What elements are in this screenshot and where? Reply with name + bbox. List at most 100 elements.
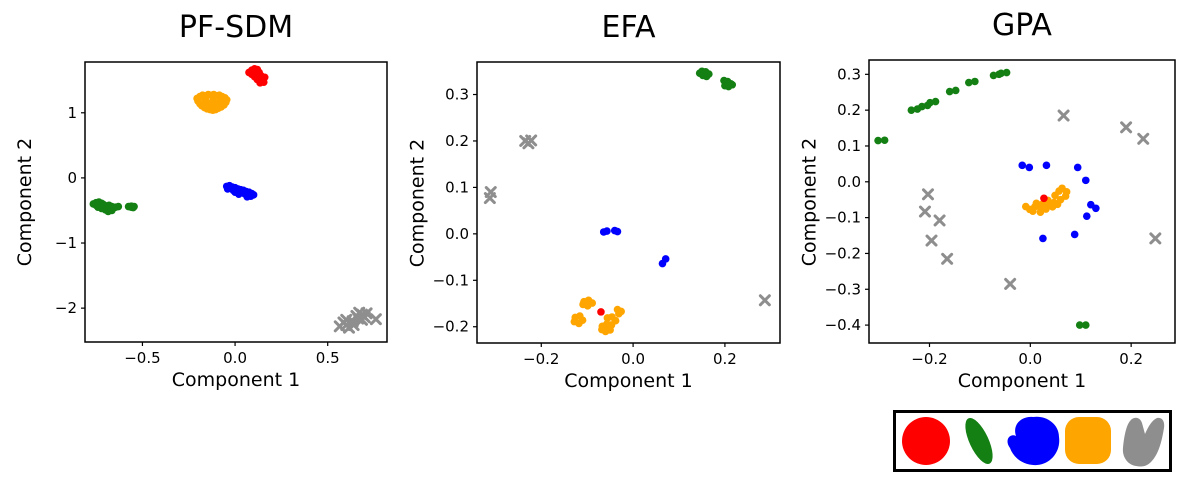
- data-point-gray-vshape: [522, 137, 535, 150]
- x-tick-label: 0.0: [223, 349, 247, 367]
- data-point-blue-blob: [603, 227, 611, 235]
- y-tick-label: 0.1: [445, 178, 469, 196]
- data-point-gray-vshape: [925, 234, 938, 247]
- legend-gray-vshape-icon: [1122, 417, 1165, 467]
- data-point-red-circle: [1040, 194, 1048, 203]
- data-point-orange-square: [1032, 199, 1041, 208]
- data-point-orange-square: [216, 95, 225, 104]
- data-point-green-bean: [1002, 68, 1011, 77]
- data-point-green-bean: [129, 203, 137, 212]
- x-tick-label: 0.2: [1119, 350, 1143, 368]
- x-tick-label: 0.0: [621, 350, 645, 368]
- data-point-green-bean: [114, 202, 123, 211]
- legend-orange-square-icon: [1065, 417, 1111, 464]
- data-point-red-circle: [597, 308, 605, 316]
- data-point-green-bean: [104, 207, 112, 216]
- data-point-green-bean: [695, 69, 704, 77]
- x-tick-label: 0.0: [1018, 350, 1042, 368]
- plot-title-gpa: GPA: [992, 8, 1052, 43]
- data-point-gray-vshape: [941, 252, 954, 265]
- x-tick-label: 0.2: [713, 350, 737, 368]
- data-point-gray-vshape: [1120, 121, 1133, 134]
- y-tick-label: −0.3: [825, 280, 861, 298]
- y-tick-label: 0: [67, 169, 77, 187]
- data-point-orange-square: [194, 97, 202, 105]
- data-point-blue-blob: [1082, 212, 1091, 220]
- x-tick-label: −0.2: [911, 350, 947, 368]
- data-point-gray-vshape: [1137, 132, 1150, 145]
- legend-blue-blob-icon: [1007, 416, 1060, 466]
- y-tick-label: 0.2: [837, 101, 861, 119]
- x-tick-label: −0.2: [523, 350, 559, 368]
- data-point-blue-blob: [1025, 163, 1034, 172]
- x-axis-label: Component 1: [171, 369, 301, 391]
- data-point-gray-vshape: [1057, 109, 1070, 122]
- axes-frame: [868, 59, 1176, 344]
- data-point-orange-square: [615, 309, 623, 318]
- shape-legend: [893, 410, 1172, 472]
- data-point-green-bean: [1075, 321, 1084, 329]
- y-tick-label: −0.1: [433, 271, 469, 289]
- axes-frame: [476, 61, 781, 344]
- data-point-green-bean: [94, 203, 102, 212]
- data-point-gray-vshape: [933, 214, 946, 227]
- data-point-green-bean: [907, 106, 916, 114]
- x-axis-label: Component 1: [957, 370, 1087, 392]
- data-point-orange-square: [201, 95, 210, 104]
- plot-title-efa: EFA: [601, 10, 656, 45]
- data-point-green-bean: [702, 72, 711, 81]
- legend-red-circle-icon: [902, 417, 950, 465]
- y-tick-label: −0.2: [433, 318, 469, 336]
- y-tick-label: 0.3: [445, 86, 469, 104]
- y-tick-label: −1: [55, 234, 77, 252]
- data-point-blue-blob: [1070, 230, 1079, 239]
- y-tick-label: 0.1: [837, 137, 861, 155]
- y-tick-label: −0.2: [825, 244, 861, 262]
- data-point-green-bean: [931, 97, 940, 106]
- data-point-blue-blob: [1092, 204, 1100, 213]
- data-point-orange-square: [598, 325, 606, 334]
- y-axis-label: Component 2: [14, 137, 36, 267]
- data-point-orange-square: [209, 101, 217, 110]
- y-tick-label: 0.2: [445, 132, 469, 150]
- data-point-gray-vshape: [360, 307, 373, 320]
- y-tick-label: −2: [55, 299, 77, 317]
- data-point-green-bean: [874, 136, 882, 145]
- data-point-green-bean: [951, 86, 960, 95]
- y-tick-label: 0.0: [445, 225, 469, 243]
- data-point-green-bean: [997, 69, 1005, 78]
- x-tick-label: 0.5: [316, 349, 340, 367]
- data-point-orange-square: [1051, 191, 1059, 200]
- data-point-blue-blob: [1018, 161, 1027, 170]
- data-point-green-bean: [965, 78, 973, 87]
- plot-title-pfsdm: PF-SDM: [178, 10, 294, 45]
- data-point-green-bean: [971, 77, 979, 86]
- data-point-orange-square: [579, 300, 587, 309]
- data-point-blue-blob: [243, 192, 251, 201]
- y-tick-label: 0.0: [837, 173, 861, 191]
- y-tick-label: −0.1: [825, 209, 861, 227]
- data-point-gray-vshape: [921, 188, 934, 201]
- data-point-blue-blob: [231, 188, 239, 197]
- data-point-orange-square: [1021, 202, 1030, 211]
- y-axis-label: Component 2: [406, 138, 428, 267]
- data-point-blue-blob: [1042, 161, 1051, 170]
- y-tick-label: −0.4: [825, 316, 861, 334]
- data-point-orange-square: [1053, 200, 1062, 209]
- data-point-blue-blob: [613, 227, 622, 236]
- data-point-red-circle: [260, 73, 269, 82]
- data-point-green-bean: [728, 80, 737, 89]
- data-point-orange-square: [1029, 207, 1037, 215]
- data-point-blue-blob: [1039, 234, 1047, 243]
- data-point-gray-vshape: [1149, 232, 1162, 245]
- data-point-orange-square: [1036, 208, 1045, 217]
- data-point-gray-vshape: [483, 192, 496, 205]
- x-axis-label: Component 1: [564, 370, 693, 392]
- data-point-blue-blob: [661, 255, 670, 263]
- data-point-green-bean: [880, 136, 889, 145]
- x-tick-label: −0.5: [124, 349, 160, 367]
- legend-green-bean-icon: [965, 417, 993, 465]
- data-point-gray-vshape: [369, 313, 382, 326]
